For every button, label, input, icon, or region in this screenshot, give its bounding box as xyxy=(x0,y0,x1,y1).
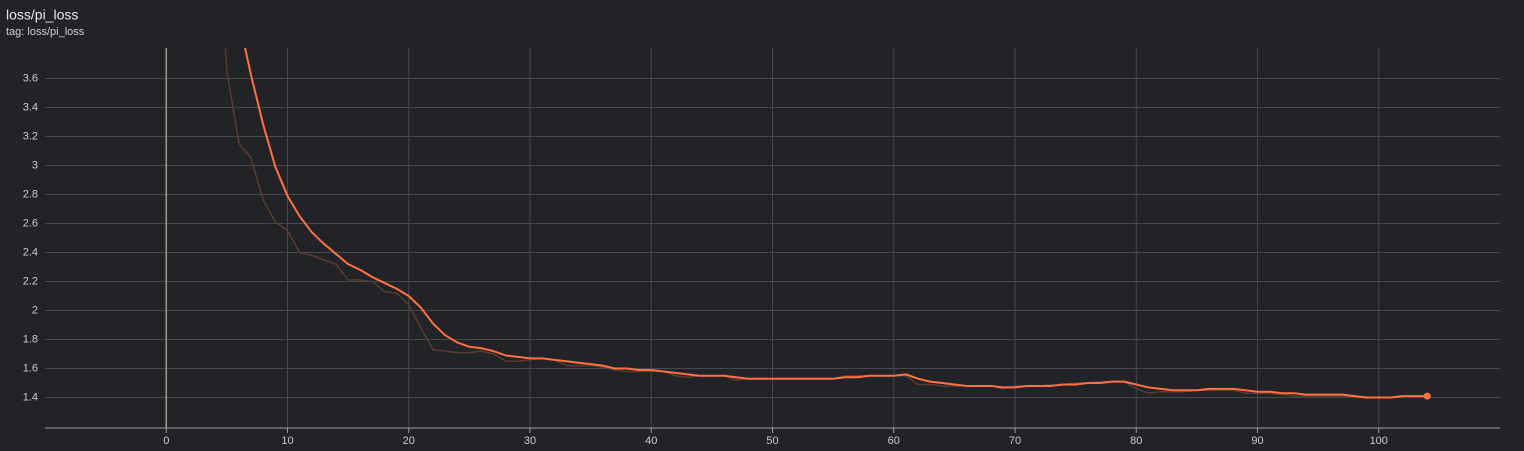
y-tick-label: 1.4 xyxy=(23,391,38,403)
x-tick-label: 20 xyxy=(403,435,415,447)
y-tick-label: 3.2 xyxy=(23,130,38,142)
x-tick-label: 80 xyxy=(1130,435,1142,447)
y-tick-label: 3.6 xyxy=(23,72,38,84)
y-tick-label: 2.4 xyxy=(23,246,38,258)
y-tick-label: 2.6 xyxy=(23,217,38,229)
y-tick-label: 1.6 xyxy=(23,362,38,374)
y-tick-label: 3.4 xyxy=(23,101,38,113)
x-tick-label: 40 xyxy=(645,435,657,447)
y-tick-label: 3 xyxy=(32,159,38,171)
x-tick-label: 50 xyxy=(766,435,778,447)
y-tick-label: 2.2 xyxy=(23,275,38,287)
x-tick-label: 90 xyxy=(1251,435,1263,447)
y-tick-label: 2 xyxy=(32,304,38,316)
chart-subtitle: tag: loss/pi_loss xyxy=(6,26,85,38)
x-tick-label: 0 xyxy=(163,435,169,447)
plot-area xyxy=(224,48,1431,400)
y-tick-label: 2.8 xyxy=(23,188,38,200)
series-line xyxy=(224,48,1428,399)
y-tick-label: 1.8 xyxy=(23,333,38,345)
x-tick-label: 100 xyxy=(1370,435,1388,447)
last-point xyxy=(1423,392,1431,400)
x-tick-label: 60 xyxy=(888,435,900,447)
x-tick-label: 70 xyxy=(1009,435,1021,447)
x-tick-label: 10 xyxy=(281,435,293,447)
x-tick-label: 30 xyxy=(524,435,536,447)
series-line xyxy=(244,48,1428,399)
chart-title: loss/pi_loss xyxy=(6,7,78,23)
